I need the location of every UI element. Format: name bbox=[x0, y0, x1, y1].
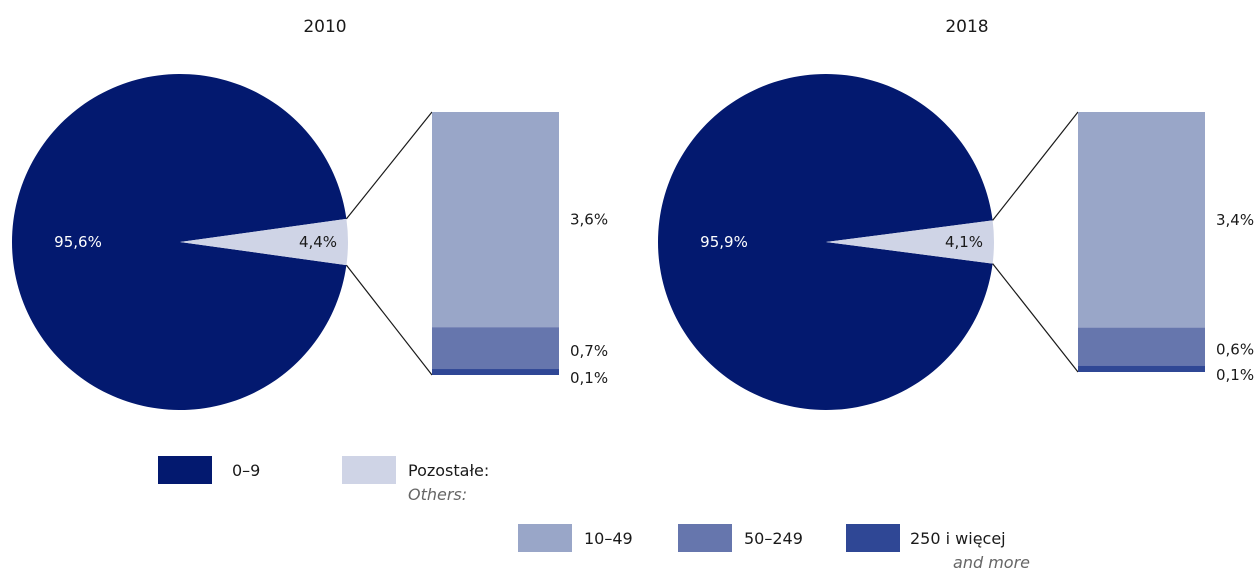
legend-swatch-others bbox=[342, 456, 396, 484]
connector-line-bottom bbox=[345, 264, 433, 376]
legend-swatch-10-49 bbox=[518, 524, 572, 552]
pie-label-0-9: 95,6% bbox=[54, 233, 102, 251]
legend-label-10-49: 10–49 bbox=[584, 529, 633, 548]
connector-line-top bbox=[345, 111, 433, 220]
pie-slice-others bbox=[180, 218, 349, 266]
pie-label-0-9: 95,9% bbox=[700, 233, 748, 251]
bar-segment-250-i-wi-cej bbox=[1078, 365, 1205, 372]
bar-segment-250-i-wi-cej bbox=[432, 369, 559, 375]
chart-title: 2018 bbox=[945, 17, 988, 37]
pie-label-others: 4,1% bbox=[945, 233, 983, 251]
bar-label-250-i-wi-cej: 0,1% bbox=[570, 369, 608, 387]
bar-segment-10-49 bbox=[1078, 112, 1205, 328]
connector-line-bottom bbox=[992, 263, 1079, 373]
pie-label-others: 4,4% bbox=[299, 233, 337, 251]
chart-title: 2010 bbox=[303, 17, 346, 37]
legend: 0–9 Pozostałe: Others: 10–49 50–249 250 … bbox=[158, 456, 1030, 570]
legend-swatch-0-9 bbox=[158, 456, 212, 484]
legend-label-others-en: Others: bbox=[408, 485, 467, 504]
bar-label-250-i-wi-cej: 0,1% bbox=[1216, 366, 1254, 384]
bar-segment-50-249 bbox=[432, 327, 559, 370]
bar-segment-10-49 bbox=[432, 112, 559, 328]
legend-label-50-249: 50–249 bbox=[744, 529, 803, 548]
pie-slice-others bbox=[826, 220, 994, 264]
legend-label-0-9: 0–9 bbox=[232, 461, 260, 480]
legend-label-250-en: and more bbox=[953, 553, 1030, 570]
legend-label-others: Pozostałe: bbox=[408, 461, 489, 480]
bar-label-10-49: 3,6% bbox=[570, 211, 608, 229]
pie-slice-0-9 bbox=[12, 74, 347, 411]
bar-label-50-249: 0,6% bbox=[1216, 341, 1254, 359]
bar-label-10-49: 3,4% bbox=[1216, 211, 1254, 229]
pie-slice-0-9 bbox=[658, 73, 993, 410]
bar-label-50-249: 0,7% bbox=[570, 342, 608, 360]
chart-panel-2010: 2010 95,6% 4,4% 3,6% 0,7% 0,1% bbox=[12, 17, 608, 411]
legend-swatch-250 bbox=[846, 524, 900, 552]
bar-segment-50-249 bbox=[1078, 327, 1205, 366]
chart-panel-2018: 2018 95,9% 4,1% 3,4% 0,6% 0,1% bbox=[658, 17, 1254, 410]
legend-label-250: 250 i więcej bbox=[910, 529, 1006, 548]
legend-swatch-50-249 bbox=[678, 524, 732, 552]
connector-line-top bbox=[992, 111, 1079, 221]
